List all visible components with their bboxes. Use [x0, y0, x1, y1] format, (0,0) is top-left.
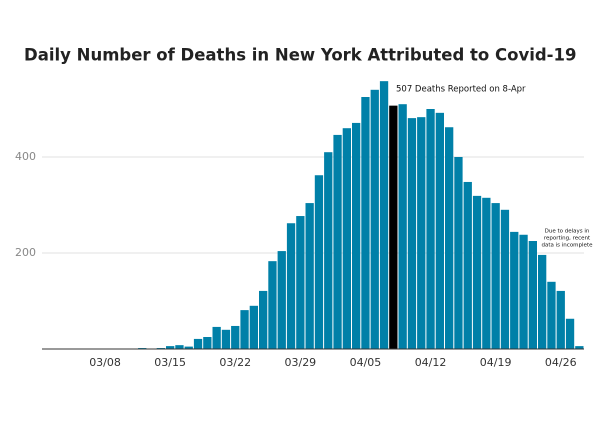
x-tick-label: 03/15	[154, 356, 186, 369]
bar	[371, 90, 379, 349]
bar	[389, 106, 397, 349]
bar	[399, 104, 407, 349]
bar	[529, 241, 537, 349]
bar	[268, 261, 276, 349]
bar	[361, 97, 369, 349]
bar	[203, 337, 211, 349]
bar	[464, 182, 472, 349]
bar	[194, 339, 202, 349]
bar	[175, 345, 183, 349]
bar	[408, 118, 416, 349]
bar	[482, 198, 490, 349]
bar	[473, 196, 481, 349]
bar	[333, 135, 341, 349]
annotation: 507 Deaths Reported on 8-Apr	[396, 85, 526, 95]
bar	[519, 235, 527, 349]
bar	[240, 310, 248, 349]
bar	[259, 291, 267, 349]
bar	[510, 232, 518, 349]
x-tick-label: 04/19	[480, 356, 512, 369]
bar	[222, 330, 230, 349]
y-tick-label: 200	[15, 246, 36, 259]
annotation: Due to delays in	[545, 229, 590, 235]
bar	[454, 157, 462, 349]
bar	[566, 319, 574, 349]
bar	[296, 216, 304, 349]
bar	[231, 326, 239, 349]
bar	[352, 123, 360, 349]
bar	[557, 291, 565, 349]
bar	[436, 113, 444, 349]
bar	[213, 327, 221, 349]
bar	[315, 175, 323, 349]
annotation: reporting, recent	[544, 236, 591, 242]
x-tick-label: 04/05	[350, 356, 382, 369]
bar	[306, 203, 314, 349]
bar	[426, 109, 434, 349]
x-tick-label: 03/22	[219, 356, 251, 369]
x-tick-label: 03/29	[284, 356, 316, 369]
x-tick-label: 03/08	[89, 356, 121, 369]
bar	[445, 127, 453, 349]
bar	[492, 203, 500, 349]
y-tick-label: 400	[15, 150, 36, 163]
bar	[324, 152, 332, 349]
bar	[417, 117, 425, 349]
x-tick-label: 04/26	[545, 356, 577, 369]
bar	[250, 306, 258, 349]
bar	[547, 282, 555, 349]
bar	[380, 81, 388, 349]
bar	[287, 223, 295, 349]
x-tick-label: 04/12	[415, 356, 447, 369]
bar	[278, 251, 286, 349]
chart-title: Daily Number of Deaths in New York Attri…	[24, 46, 576, 65]
bar	[501, 210, 509, 349]
annotation: data is incomplete	[542, 243, 594, 249]
bar	[343, 128, 351, 349]
bar	[538, 255, 546, 349]
